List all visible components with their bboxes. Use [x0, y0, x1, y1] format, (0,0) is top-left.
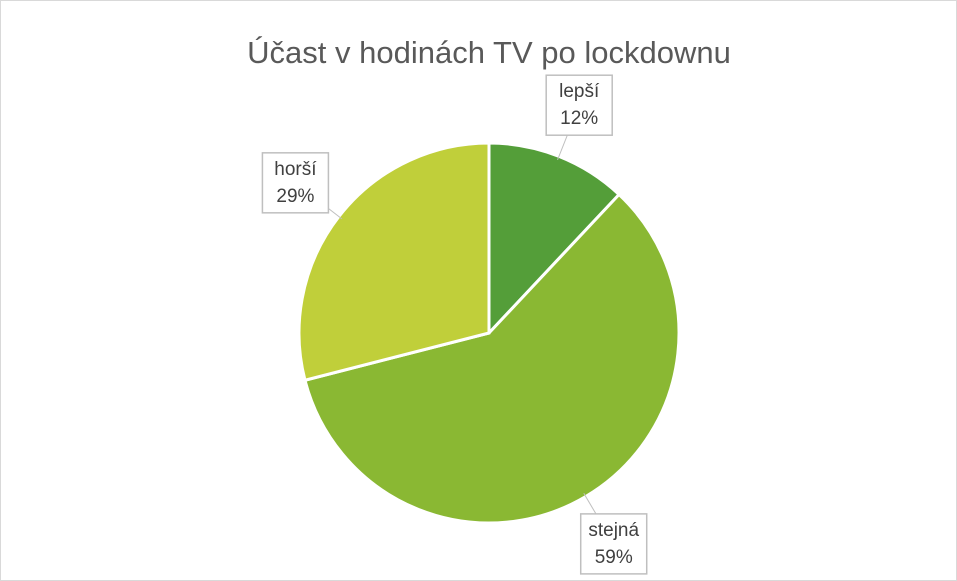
- callout-box: [545, 74, 613, 136]
- callout-box: [579, 513, 648, 575]
- data-label-value: 29%: [276, 186, 314, 207]
- data-label-name: stejná: [588, 520, 639, 541]
- data-label-value: 12%: [560, 108, 598, 129]
- data-label-value: 59%: [595, 547, 633, 568]
- data-label-name: lepší: [559, 81, 600, 102]
- callout-box: [261, 152, 330, 214]
- chart-title: Účast v hodinách TV po lockdownu: [247, 35, 731, 70]
- data-label-name: horší: [274, 159, 317, 180]
